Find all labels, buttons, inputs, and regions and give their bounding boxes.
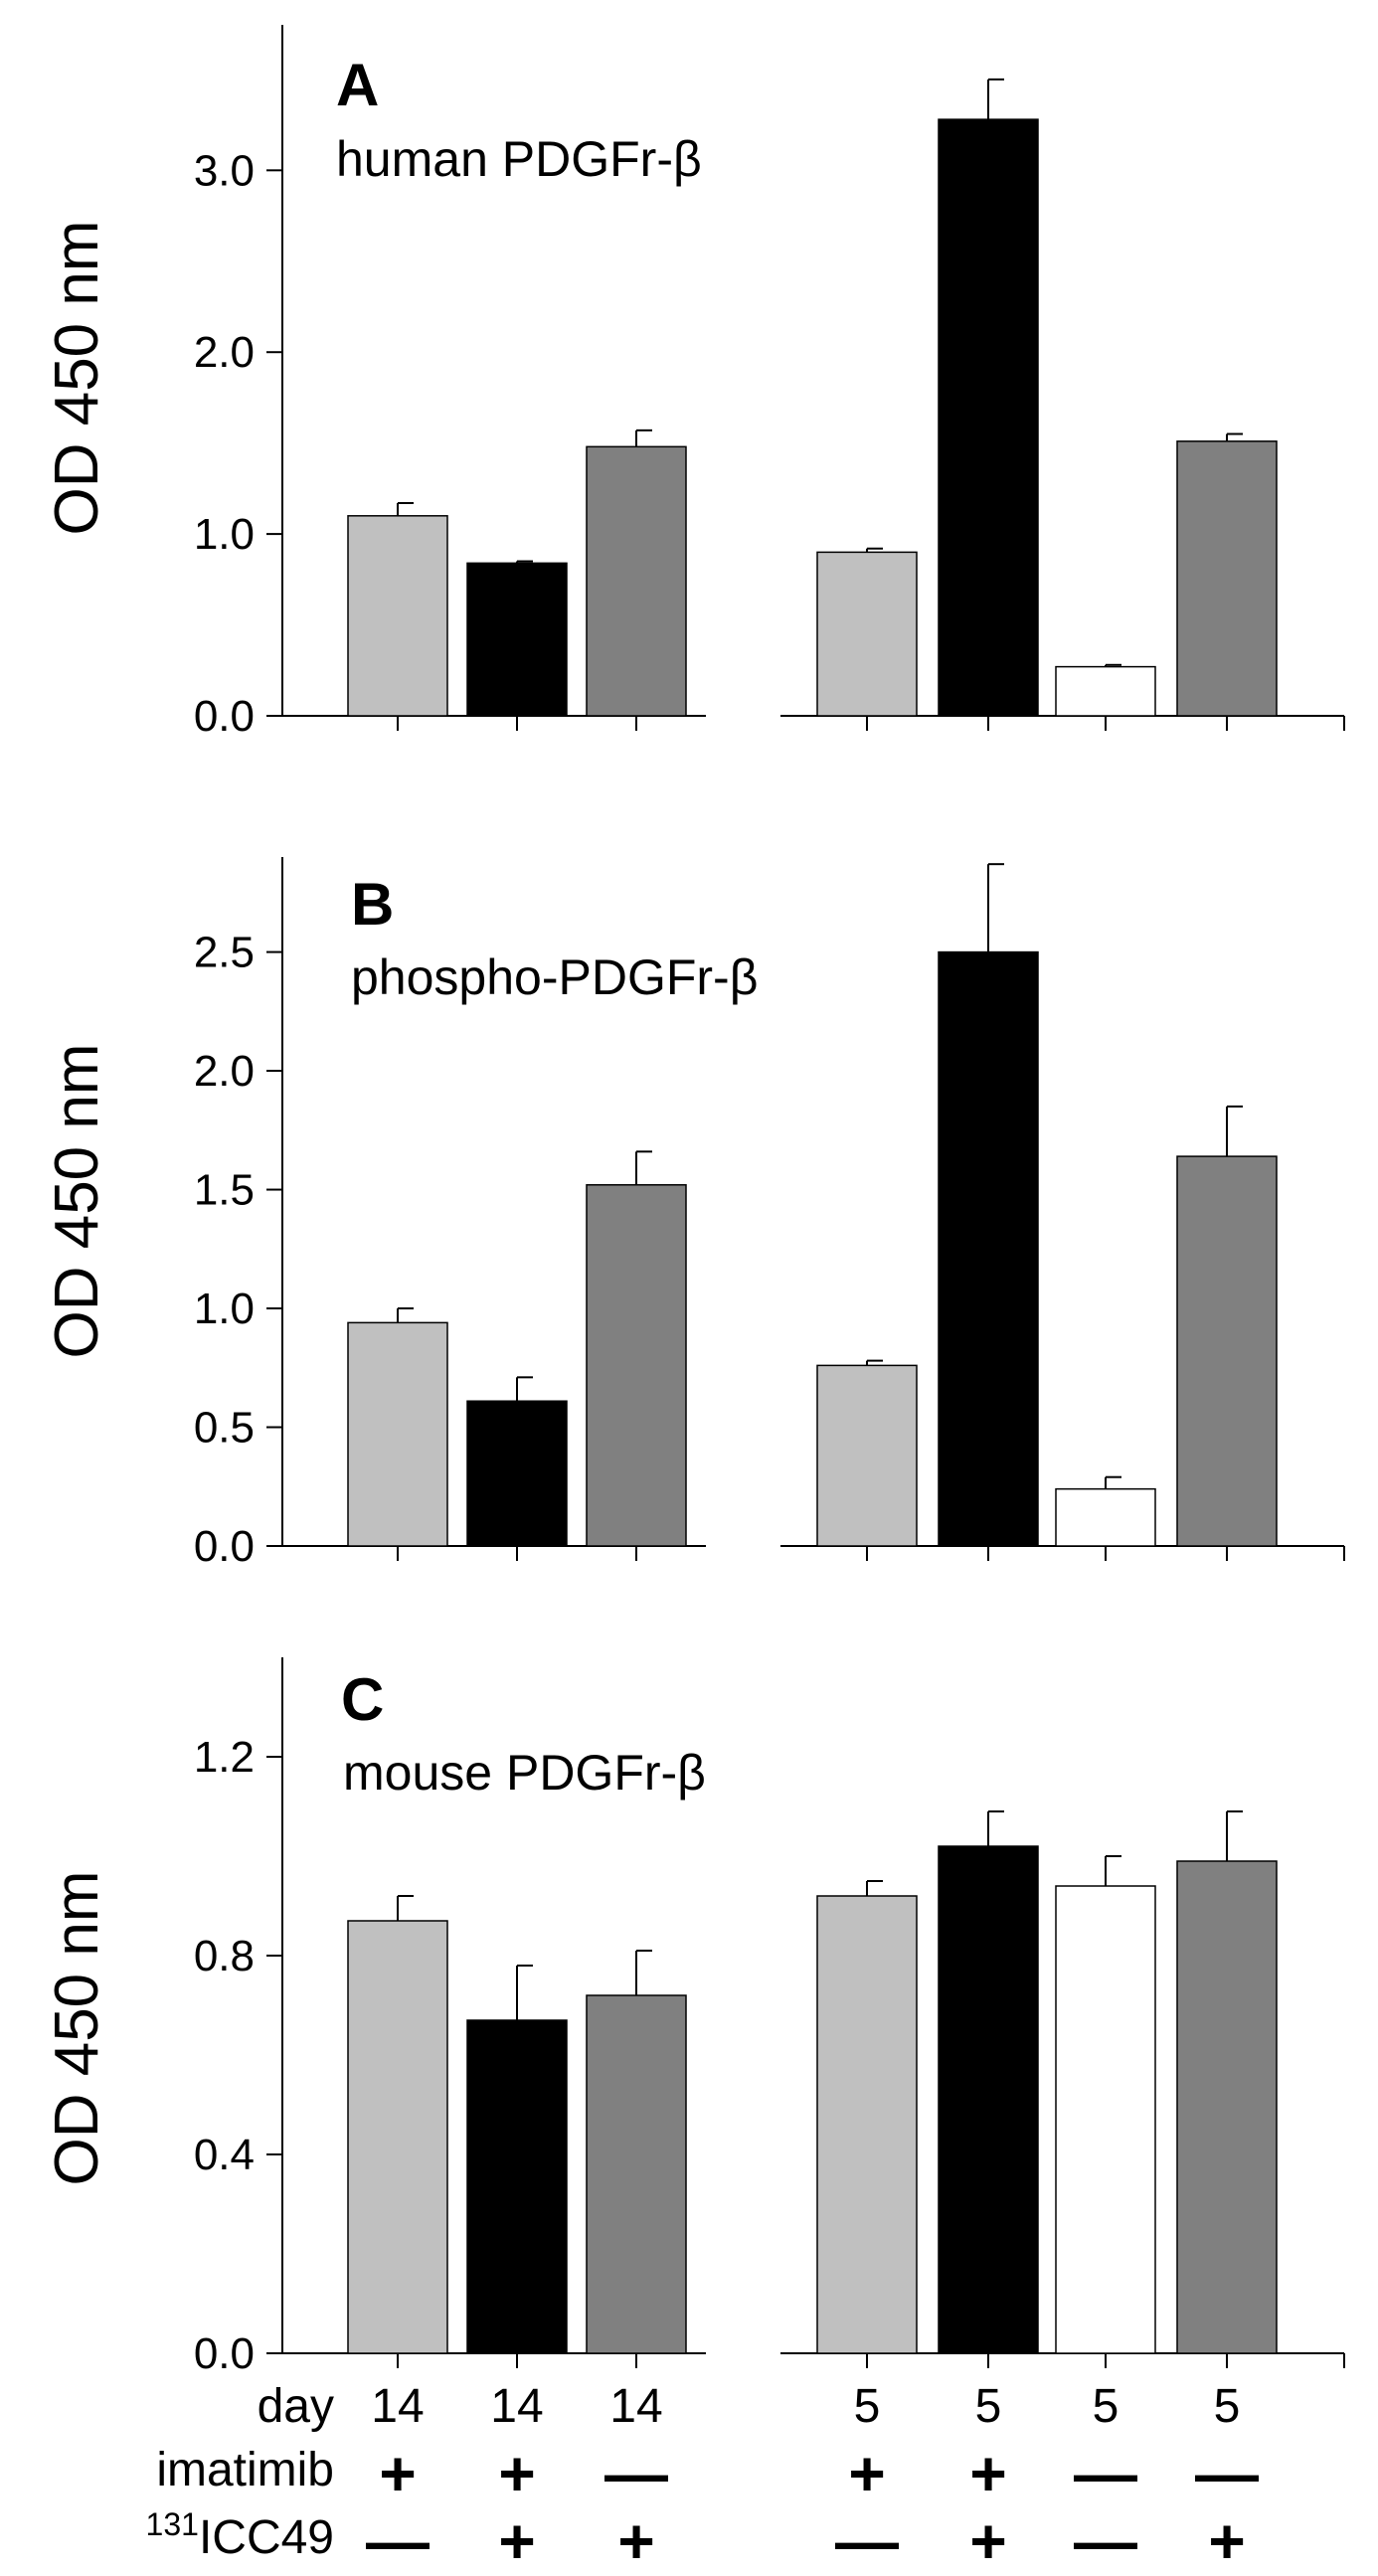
imatinib-sign: + <box>969 2438 1006 2509</box>
panel-b: B phospho-PDGFr-β OD 450 nm 0.0 0.5 1.0 1.5… <box>43 857 1345 1571</box>
panel-a-letter: A <box>336 52 379 118</box>
panel-b-letter: B <box>351 871 394 938</box>
bar <box>1055 1487 1156 1547</box>
y-tick-label: 0.0 <box>194 1522 255 1571</box>
bar <box>347 1321 448 1547</box>
bar <box>938 118 1039 717</box>
panel-c: C mouse PDGFr-β OD 450 nm 0.0 0.4 0.8 1.2 <box>43 1657 1345 2378</box>
bar <box>586 1994 687 2354</box>
day-value: 5 <box>1093 2380 1120 2433</box>
imatinib-sign: — <box>1074 2438 1137 2509</box>
y-tick-label: 2.0 <box>194 1047 255 1096</box>
y-tick-label: 3.0 <box>194 146 255 195</box>
bar <box>347 1920 448 2354</box>
icc49-sign: — <box>1074 2505 1137 2576</box>
panel-a: A human PDGFr-β OD 450 nm 0.0 1.0 2.0 3.0 <box>43 25 1345 741</box>
y-tick-label: 0.8 <box>194 1932 255 1980</box>
day-value: 5 <box>1214 2380 1241 2433</box>
y-tick-label: 0.5 <box>194 1404 255 1453</box>
imatinib-sign: + <box>498 2438 535 2509</box>
y-tick-label: 0.4 <box>194 2131 255 2179</box>
panel-a-title: human PDGFr-β <box>336 131 702 187</box>
day-value: 14 <box>371 2380 424 2433</box>
bar <box>1055 1885 1156 2354</box>
condition-table: day imatimib 131ICC49 14 14 14 5 5 5 5 +… <box>146 2380 1259 2576</box>
y-tick-label: 2.5 <box>194 929 255 977</box>
bar <box>938 1845 1039 2354</box>
y-tick-label: 1.0 <box>194 1285 255 1333</box>
icc49-sign: + <box>1208 2505 1245 2576</box>
imatinib-sign: + <box>379 2438 416 2509</box>
bar <box>938 950 1039 1547</box>
y-tick-label: 2.0 <box>194 328 255 377</box>
bar <box>347 515 448 717</box>
day-value: 5 <box>854 2380 881 2433</box>
y-tick-label: 1.5 <box>194 1166 255 1215</box>
panel-c-title: mouse PDGFr-β <box>343 1745 706 1801</box>
bar <box>816 1895 918 2354</box>
bar <box>586 1184 687 1547</box>
icc49-sign: + <box>969 2505 1006 2576</box>
bar <box>1176 1155 1278 1547</box>
icc49-row-label: 131ICC49 <box>146 2506 334 2564</box>
y-tick-label: 1.0 <box>194 510 255 559</box>
imatinib-row-label: imatimib <box>156 2444 334 2496</box>
icc49-sign: — <box>366 2505 430 2576</box>
panel-b-title: phospho-PDGFr-β <box>351 949 758 1005</box>
imatinib-sign: — <box>1195 2438 1259 2509</box>
bar <box>466 2019 568 2354</box>
day-value: 5 <box>975 2380 1002 2433</box>
bar <box>586 445 687 717</box>
bar <box>466 1400 568 1547</box>
bar <box>816 1364 918 1547</box>
icc49-sign: — <box>835 2505 899 2576</box>
bar <box>1176 440 1278 717</box>
panel-c-letter: C <box>341 1666 384 1733</box>
imatinib-sign: + <box>848 2438 885 2509</box>
panel-c-y-axis-label: OD 450 nm <box>43 1870 111 2185</box>
day-value: 14 <box>609 2380 662 2433</box>
icc49-sign: + <box>498 2505 535 2576</box>
bar <box>466 562 568 717</box>
y-tick-label: 0.0 <box>194 2329 255 2378</box>
imatinib-sign: — <box>604 2438 668 2509</box>
y-tick-label: 1.2 <box>194 1733 255 1782</box>
panel-a-y-axis-label: OD 450 nm <box>43 220 111 535</box>
day-value: 14 <box>490 2380 543 2433</box>
icc49-sign: + <box>617 2505 654 2576</box>
day-row-label: day <box>258 2380 334 2433</box>
bar <box>1055 665 1156 717</box>
bar <box>816 551 918 717</box>
panel-b-y-axis-label: OD 450 nm <box>43 1043 111 1358</box>
bar <box>1176 1860 1278 2354</box>
y-tick-label: 0.0 <box>194 692 255 741</box>
